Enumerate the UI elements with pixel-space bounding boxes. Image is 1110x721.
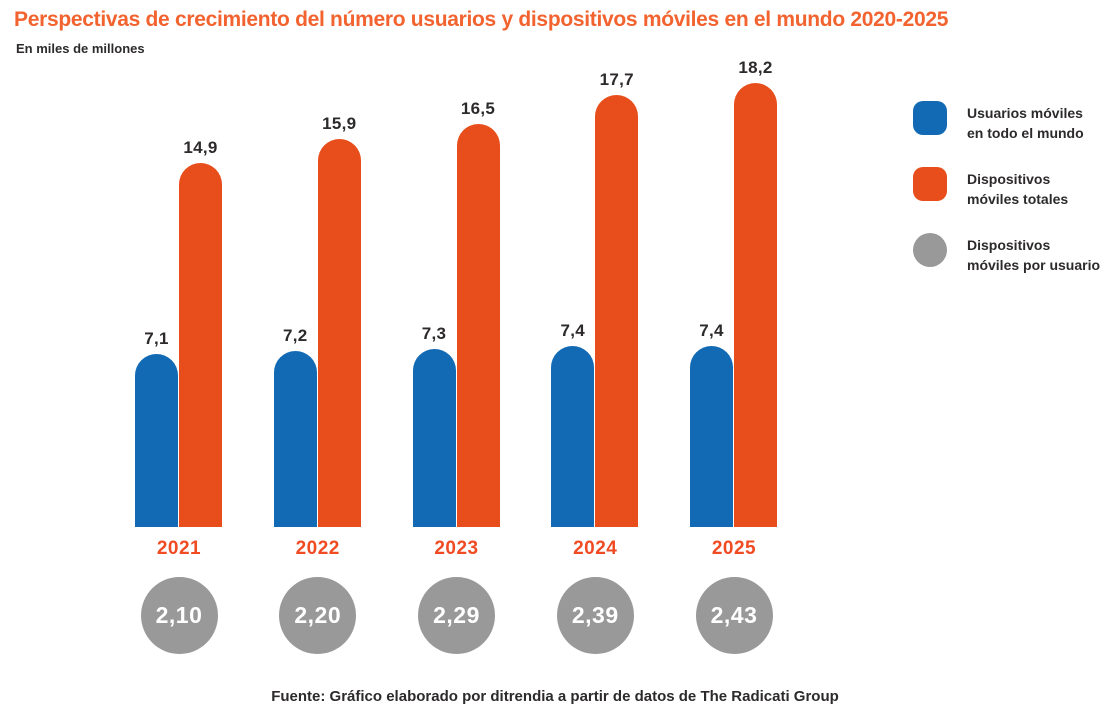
users-bar — [273, 351, 317, 527]
ratio-value: 2,43 — [710, 602, 758, 628]
bar-pair: 7,3 16,5 — [412, 72, 501, 527]
users-bar-value: 7,4 — [699, 321, 724, 341]
users-bar-column: 7,2 — [273, 326, 317, 527]
chart-unit-note: En miles de millones — [16, 41, 145, 56]
year-label: 2025 — [711, 538, 757, 559]
legend-label-users: Usuarios móviles en todo el mundo — [967, 105, 1084, 141]
devices-bar-value: 18,2 — [738, 57, 773, 77]
legend-item-users: Usuarios móviles en todo el mundo — [913, 101, 1103, 143]
legend-label-ratio: Dispositivos móviles por usuario — [967, 237, 1101, 273]
devices-bar-column: 15,9 — [317, 114, 361, 527]
devices-bar — [734, 82, 777, 527]
devices-bar-column: 14,9 — [179, 138, 222, 527]
devices-bar — [179, 163, 222, 527]
year-group: 7,3 16,5 2023 2,29 — [412, 72, 501, 654]
year-label: 2022 — [295, 538, 340, 559]
chart-title: Perspectivas de crecimiento del número u… — [14, 8, 949, 31]
chart-groups: 7,1 14,9 2021 2,10 7,2 15,9 2022 2,20 — [135, 58, 778, 654]
ratio-value: 2,29 — [433, 602, 480, 628]
devices-bar-value: 17,7 — [599, 70, 634, 90]
users-bar-value: 7,3 — [421, 323, 447, 343]
users-bar-column: 7,4 — [551, 321, 595, 527]
bar-pair: 7,2 15,9 — [273, 72, 362, 527]
users-bar-value: 7,4 — [560, 321, 586, 341]
devices-bar — [317, 139, 361, 527]
devices-bar-value: 16,5 — [460, 99, 496, 119]
devices-bar — [595, 95, 639, 527]
ratio-circle: 2,39 — [556, 577, 634, 654]
users-bar-value: 7,2 — [282, 326, 308, 346]
devices-bar — [456, 124, 500, 527]
devices-bar-column: 18,2 — [734, 58, 777, 527]
orange-square-icon — [913, 167, 947, 201]
legend: Usuarios móviles en todo el mundo Dispos… — [913, 101, 1103, 299]
ratio-value: 2,10 — [155, 602, 203, 628]
users-bar-value: 7,1 — [144, 328, 169, 348]
ratio-circle: 2,43 — [695, 577, 773, 654]
year-label: 2023 — [434, 538, 479, 559]
ratio-circle: 2,29 — [418, 577, 495, 654]
devices-bar-column: 16,5 — [456, 99, 500, 527]
devices-bar-value: 15,9 — [322, 114, 357, 134]
year-group: 7,4 17,7 2024 2,39 — [551, 70, 639, 654]
bar-pair: 7,1 14,9 — [135, 72, 223, 527]
year-group: 7,2 15,9 2022 2,20 — [273, 72, 362, 654]
users-bar — [135, 353, 178, 527]
legend-item-ratio: Dispositivos móviles por usuario — [913, 233, 1103, 275]
ratio-value: 2,20 — [294, 602, 342, 628]
users-bar-column: 7,4 — [690, 321, 733, 527]
ratio-value: 2,39 — [571, 602, 619, 628]
users-bar — [690, 346, 733, 527]
devices-bar-column: 17,7 — [595, 70, 639, 527]
users-bar — [412, 348, 456, 527]
gray-circle-icon — [913, 233, 947, 267]
users-bar-column: 7,3 — [412, 323, 456, 527]
devices-bar-value: 14,9 — [183, 138, 218, 158]
legend-item-devices: Dispositivos móviles totales — [913, 167, 1103, 209]
year-label: 2024 — [573, 538, 618, 559]
bar-pair: 7,4 17,7 — [551, 70, 639, 527]
bar-pair: 7,4 18,2 — [690, 58, 778, 527]
year-group: 7,4 18,2 2025 2,43 — [690, 58, 778, 654]
year-group: 7,1 14,9 2021 2,10 — [135, 72, 223, 654]
legend-label-devices: Dispositivos móviles totales — [967, 171, 1069, 207]
ratio-circle: 2,20 — [279, 577, 357, 654]
source-note: Fuente: Gráfico elaborado por ditrendia … — [271, 688, 839, 705]
users-bar-column: 7,1 — [135, 329, 178, 527]
users-bar — [551, 346, 595, 527]
ratio-circle: 2,10 — [140, 577, 218, 654]
blue-square-icon — [913, 101, 947, 135]
year-label: 2021 — [156, 538, 202, 559]
